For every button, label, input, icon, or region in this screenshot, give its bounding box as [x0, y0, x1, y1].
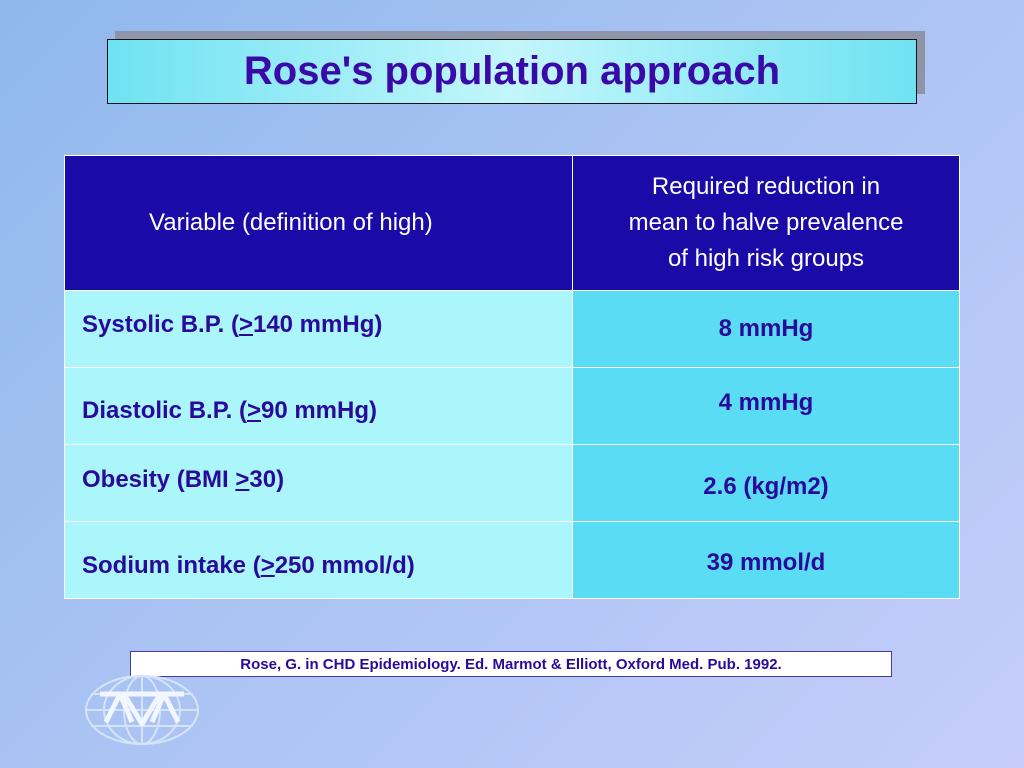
reduction-cell: 39 mmol/d — [572, 521, 960, 599]
variable-text: Systolic B.P. ( — [82, 311, 239, 338]
variable-text: 90 mmHg) — [260, 397, 377, 424]
threshold-symbol: > — [235, 466, 250, 493]
title-box: Rose's population approach — [107, 39, 917, 104]
header-reduction: Required reduction in mean to halve prev… — [572, 155, 960, 291]
header-variable: Variable (definition of high) — [64, 155, 573, 291]
variable-text: Sodium intake ( — [82, 552, 261, 579]
reduction-cell: 4 mmHg — [572, 367, 960, 445]
slide-title: Rose's population approach — [243, 49, 781, 93]
citation-box: Rose, G. in CHD Epidemiology. Ed. Marmot… — [130, 651, 892, 677]
table-row: Diastolic B.P. (>90 mmHg) 4 mmHg — [64, 367, 960, 445]
table-header-row: Variable (definition of high) Required r… — [64, 155, 960, 291]
variable-text: 30) — [249, 466, 285, 493]
table-row: Obesity (BMI >30) 2.6 (kg/m2) — [64, 444, 960, 522]
globe-logo-icon — [85, 675, 199, 745]
variable-text: 250 mmol/d) — [274, 552, 415, 579]
variable-text: 140 mmHg) — [252, 311, 383, 338]
table-row: Systolic B.P. (>140 mmHg) 8 mmHg — [64, 290, 960, 368]
data-table: Variable (definition of high) Required r… — [64, 155, 960, 599]
header-reduction-line: mean to halve prevalence — [628, 209, 904, 236]
variable-cell: Sodium intake (>250 mmol/d) — [64, 521, 573, 599]
reduction-text: 4 mmHg — [718, 389, 814, 416]
header-reduction-line: of high risk groups — [667, 245, 865, 272]
reduction-text: 2.6 (kg/m2) — [703, 473, 829, 500]
table-row: Sodium intake (>250 mmol/d) 39 mmol/d — [64, 521, 960, 599]
reduction-text: 39 mmol/d — [706, 549, 826, 576]
threshold-symbol: > — [238, 311, 253, 338]
threshold-symbol: > — [260, 552, 275, 579]
variable-cell: Obesity (BMI >30) — [64, 444, 573, 522]
header-reduction-line: Required reduction in — [651, 173, 881, 200]
citation-text: Rose, G. in CHD Epidemiology. Ed. Marmot… — [240, 655, 782, 673]
variable-text: Obesity (BMI — [82, 466, 236, 493]
variable-text: Diastolic B.P. ( — [82, 397, 247, 424]
variable-cell: Systolic B.P. (>140 mmHg) — [64, 290, 573, 368]
threshold-symbol: > — [246, 397, 261, 424]
reduction-cell: 2.6 (kg/m2) — [572, 444, 960, 522]
reduction-cell: 8 mmHg — [572, 290, 960, 368]
variable-cell: Diastolic B.P. (>90 mmHg) — [64, 367, 573, 445]
